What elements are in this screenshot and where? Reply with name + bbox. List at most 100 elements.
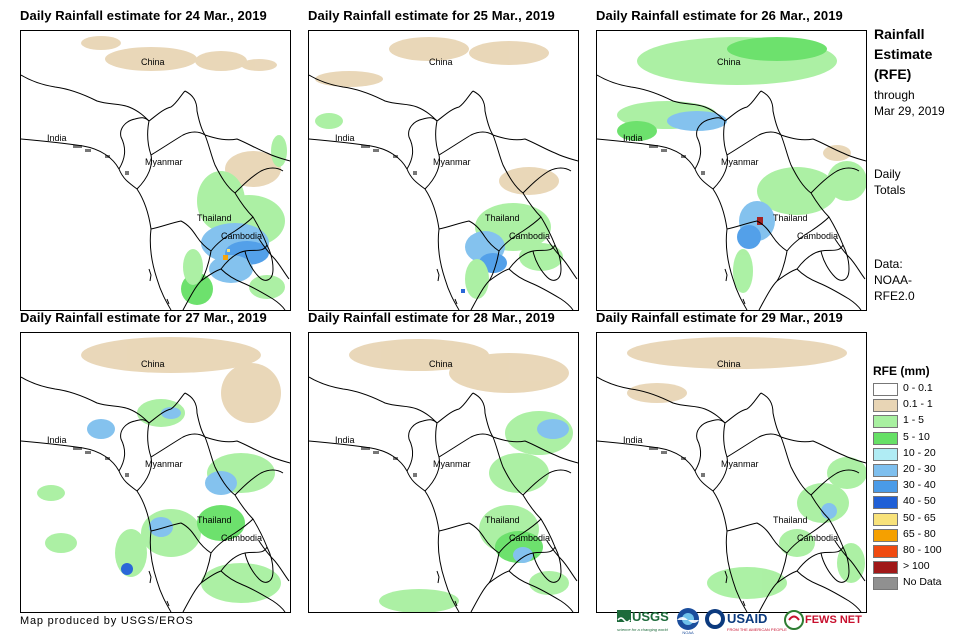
label-thailand: Thailand <box>197 515 232 525</box>
title-line-3: (RFE) <box>874 66 912 82</box>
label-india: India <box>47 133 67 143</box>
daily-line-2: Totals <box>874 183 906 197</box>
legend-swatch <box>873 431 898 445</box>
sidebar-title: Rainfall Estimate (RFE) <box>874 24 932 84</box>
label-india: India <box>623 435 643 445</box>
usaid-tagline: FROM THE AMERICAN PEOPLE <box>727 627 787 632</box>
label-cambodia: Cambodia <box>221 231 262 241</box>
label-myanmar: Myanmar <box>433 157 471 167</box>
legend-swatch <box>873 544 898 558</box>
label-cambodia: Cambodia <box>509 231 550 241</box>
usaid-text: USAID <box>727 611 767 626</box>
through-label: through <box>874 88 915 102</box>
legend-label: 0.1 - 1 <box>903 398 933 411</box>
legend-label: 5 - 10 <box>903 430 930 443</box>
legend-label: 0 - 0.1 <box>903 382 933 394</box>
label-india: India <box>623 133 643 143</box>
label-thailand: Thailand <box>773 515 808 525</box>
legend-swatch <box>873 399 898 413</box>
legend-swatch <box>873 415 898 429</box>
label-myanmar: Myanmar <box>145 459 183 469</box>
daily-totals: Daily Totals <box>874 166 905 198</box>
usaid-logo: USAID FROM THE AMERICAN PEOPLE <box>705 609 787 632</box>
rainfall-map: China India Myanmar Thailand Cambodia <box>20 332 291 613</box>
data-source: Data: NOAA- RFE2.0 <box>874 256 915 304</box>
legend-swatch <box>873 447 898 461</box>
label-cambodia: Cambodia <box>797 533 838 543</box>
panel-26-mar: Daily Rainfall estimate for 26 Mar., 201… <box>596 8 867 312</box>
fewsnet-text: FEWS NET <box>805 614 862 626</box>
panel-title: Daily Rainfall estimate for 28 Mar., 201… <box>308 310 555 325</box>
panel-title: Daily Rainfall estimate for 26 Mar., 201… <box>596 8 843 23</box>
panel-29-mar: Daily Rainfall estimate for 29 Mar., 201… <box>596 310 867 614</box>
usgs-logo: USGS science for a changing world <box>617 609 669 632</box>
label-china: China <box>141 57 165 67</box>
map-credit: Map produced by USGS/EROS <box>20 615 194 627</box>
panel-title: Daily Rainfall estimate for 25 Mar., 201… <box>308 8 555 23</box>
logo-strip: USGS science for a changing world NOAA U… <box>617 606 862 636</box>
label-cambodia: Cambodia <box>797 231 838 241</box>
legend-label: 40 - 50 <box>903 495 936 508</box>
daily-line-1: Daily <box>874 167 901 181</box>
label-myanmar: Myanmar <box>433 459 471 469</box>
legend-title: RFE (mm) <box>873 364 930 378</box>
legend-label: 80 - 100 <box>903 543 942 556</box>
legend-label: 10 - 20 <box>903 446 936 459</box>
through-date: Mar 29, 2019 <box>874 104 945 118</box>
panel-title: Daily Rainfall estimate for 24 Mar., 201… <box>20 8 267 23</box>
label-myanmar: Myanmar <box>721 459 759 469</box>
data-line-1: Data: <box>874 257 903 271</box>
panel-24-mar: Daily Rainfall estimate for 24 Mar., 201… <box>20 8 291 312</box>
label-china: China <box>717 359 741 369</box>
legend-swatch <box>873 561 898 575</box>
legend-swatch <box>873 383 898 396</box>
map-canvas: China India Myanmar Thailand Cambodia <box>21 337 290 612</box>
label-china: China <box>429 57 453 67</box>
map-canvas: China India Myanmar Thailand Cambodia <box>309 339 578 612</box>
legend-label: 65 - 80 <box>903 527 936 540</box>
fewsnet-logo: FEWS NET <box>784 610 862 630</box>
label-myanmar: Myanmar <box>145 157 183 167</box>
legend-swatch <box>873 480 898 494</box>
legend-label: 50 - 65 <box>903 511 936 524</box>
rainfall-map: China India Myanmar Thailand Cambodia <box>308 332 579 613</box>
label-thailand: Thailand <box>197 213 232 223</box>
map-canvas: China India Myanmar Thailand Cambodia <box>597 337 866 612</box>
legend-label: > 100 <box>903 560 930 573</box>
legend-label: 30 - 40 <box>903 479 936 492</box>
usgs-tagline: science for a changing world <box>617 627 668 632</box>
rainfall-map: China India Myanmar Thailand Cambodia <box>596 30 867 311</box>
label-india: India <box>47 435 67 445</box>
title-line-2: Estimate <box>874 46 933 62</box>
title-line-1: Rainfall <box>874 26 925 42</box>
through-block: through Mar 29, 2019 <box>874 87 945 119</box>
rainfall-map: China India Myanmar Thailand Cambodia <box>20 30 291 311</box>
map-canvas: China India Myanmar Thailand Cambodia <box>597 37 866 310</box>
rainfall-map: China India Myanmar Thailand Cambodia <box>596 332 867 613</box>
label-thailand: Thailand <box>773 213 808 223</box>
label-india: India <box>335 133 355 143</box>
panel-title: Daily Rainfall estimate for 29 Mar., 201… <box>596 310 843 325</box>
legend-swatch <box>873 463 898 477</box>
data-line-2: NOAA- <box>874 273 913 287</box>
legend-swatch <box>873 577 898 591</box>
panel-28-mar: Daily Rainfall estimate for 28 Mar., 201… <box>308 310 579 614</box>
label-cambodia: Cambodia <box>221 533 262 543</box>
usgs-text: USGS <box>632 609 669 624</box>
label-myanmar: Myanmar <box>721 157 759 167</box>
legend-label: 1 - 5 <box>903 414 925 427</box>
rainfall-map: China India Myanmar Thailand Cambodia <box>308 30 579 311</box>
label-china: China <box>429 359 453 369</box>
panel-27-mar: Daily Rainfall estimate for 27 Mar., 201… <box>20 310 291 614</box>
panel-title: Daily Rainfall estimate for 27 Mar., 201… <box>20 310 267 325</box>
legend-swatch <box>873 512 898 526</box>
label-cambodia: Cambodia <box>509 533 550 543</box>
label-thailand: Thailand <box>485 213 520 223</box>
legend-swatch <box>873 496 898 510</box>
noaa-text: NOAA <box>682 630 694 635</box>
legend-label: No Data <box>903 576 942 589</box>
legend-swatch <box>873 528 898 542</box>
noaa-logo: NOAA <box>677 608 699 635</box>
map-canvas: China India Myanmar Thailand Cambodia <box>309 37 578 310</box>
data-line-3: RFE2.0 <box>874 289 915 303</box>
